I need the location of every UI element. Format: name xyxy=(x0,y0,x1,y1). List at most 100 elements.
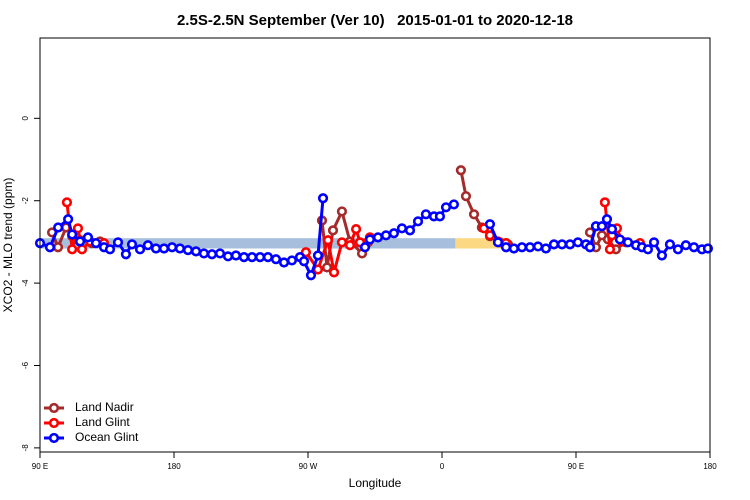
point xyxy=(336,237,348,248)
point xyxy=(312,250,324,261)
point xyxy=(322,235,334,246)
x-tick-label: 180 xyxy=(167,462,181,471)
point xyxy=(599,197,610,208)
point xyxy=(672,244,684,255)
legend-marker xyxy=(48,432,60,444)
point xyxy=(584,242,596,253)
point xyxy=(548,239,560,250)
point xyxy=(396,223,408,234)
point xyxy=(214,248,226,259)
point xyxy=(380,230,392,241)
point xyxy=(230,250,242,261)
point xyxy=(63,214,74,225)
point xyxy=(190,246,202,257)
y-tick-label: -6 xyxy=(21,361,30,369)
point xyxy=(460,191,472,202)
point xyxy=(262,252,274,263)
point xyxy=(448,199,460,210)
point xyxy=(556,239,568,250)
point xyxy=(404,225,416,236)
y-tick-label: -2 xyxy=(21,197,30,205)
point xyxy=(126,239,138,250)
legend-marker xyxy=(48,417,60,429)
legend-label: Land Nadir xyxy=(75,400,134,414)
point xyxy=(420,209,432,220)
point xyxy=(74,236,86,247)
point xyxy=(142,240,154,251)
point xyxy=(364,234,376,245)
point xyxy=(270,254,282,265)
band xyxy=(455,238,509,249)
point xyxy=(278,257,290,268)
point xyxy=(688,242,700,253)
band xyxy=(40,238,456,249)
point xyxy=(222,251,234,262)
point xyxy=(82,232,94,243)
y-axis-label: XCO2 - MLO trend (ppm) xyxy=(1,178,15,313)
point xyxy=(455,165,467,176)
point xyxy=(642,244,654,255)
point xyxy=(596,221,608,232)
point xyxy=(564,239,576,250)
point xyxy=(44,242,56,253)
point xyxy=(166,242,178,253)
point xyxy=(317,193,329,204)
point xyxy=(702,243,714,254)
point xyxy=(305,270,317,281)
point xyxy=(344,240,356,251)
point xyxy=(246,252,258,263)
point xyxy=(112,237,124,248)
point xyxy=(61,197,73,208)
point xyxy=(359,242,371,253)
point xyxy=(174,243,186,254)
point xyxy=(238,252,250,263)
x-tick-label: 90 E xyxy=(568,462,584,471)
point xyxy=(72,223,84,234)
x-tick-label: 90 E xyxy=(32,462,48,471)
plot-frame xyxy=(39,37,711,453)
point xyxy=(440,202,452,213)
point xyxy=(134,244,146,255)
point xyxy=(104,244,116,255)
x-tick-label: 180 xyxy=(703,462,717,471)
point xyxy=(327,225,339,236)
point xyxy=(524,242,536,253)
y-tick-label: -4 xyxy=(21,279,30,287)
point xyxy=(150,243,162,254)
legend-marker xyxy=(48,402,60,414)
point xyxy=(601,214,613,225)
point xyxy=(532,241,544,252)
point xyxy=(648,237,660,248)
point xyxy=(614,234,626,245)
point xyxy=(120,249,132,260)
series-line xyxy=(65,202,641,273)
point xyxy=(76,244,88,255)
point xyxy=(680,240,691,251)
point xyxy=(67,229,78,240)
point xyxy=(254,252,266,263)
legend-label: Land Glint xyxy=(75,415,130,429)
point xyxy=(206,249,218,260)
legend-label: Ocean Glint xyxy=(75,430,139,444)
point xyxy=(198,248,210,259)
point xyxy=(664,239,676,250)
point xyxy=(52,242,64,253)
point xyxy=(158,243,170,254)
y-tick-label: -8 xyxy=(21,444,30,452)
x-tick-label: 0 xyxy=(440,462,445,471)
point xyxy=(388,228,400,239)
point xyxy=(328,267,340,278)
point xyxy=(53,222,64,233)
point xyxy=(298,256,310,267)
point xyxy=(286,255,298,266)
point xyxy=(468,209,480,220)
y-tick-label: 0 xyxy=(21,116,30,121)
point xyxy=(492,237,504,248)
point xyxy=(67,244,78,255)
x-tick-label: 90 W xyxy=(299,462,318,471)
point xyxy=(434,211,446,222)
point xyxy=(516,242,528,253)
point xyxy=(350,224,362,235)
point xyxy=(604,244,616,255)
point xyxy=(412,216,424,227)
